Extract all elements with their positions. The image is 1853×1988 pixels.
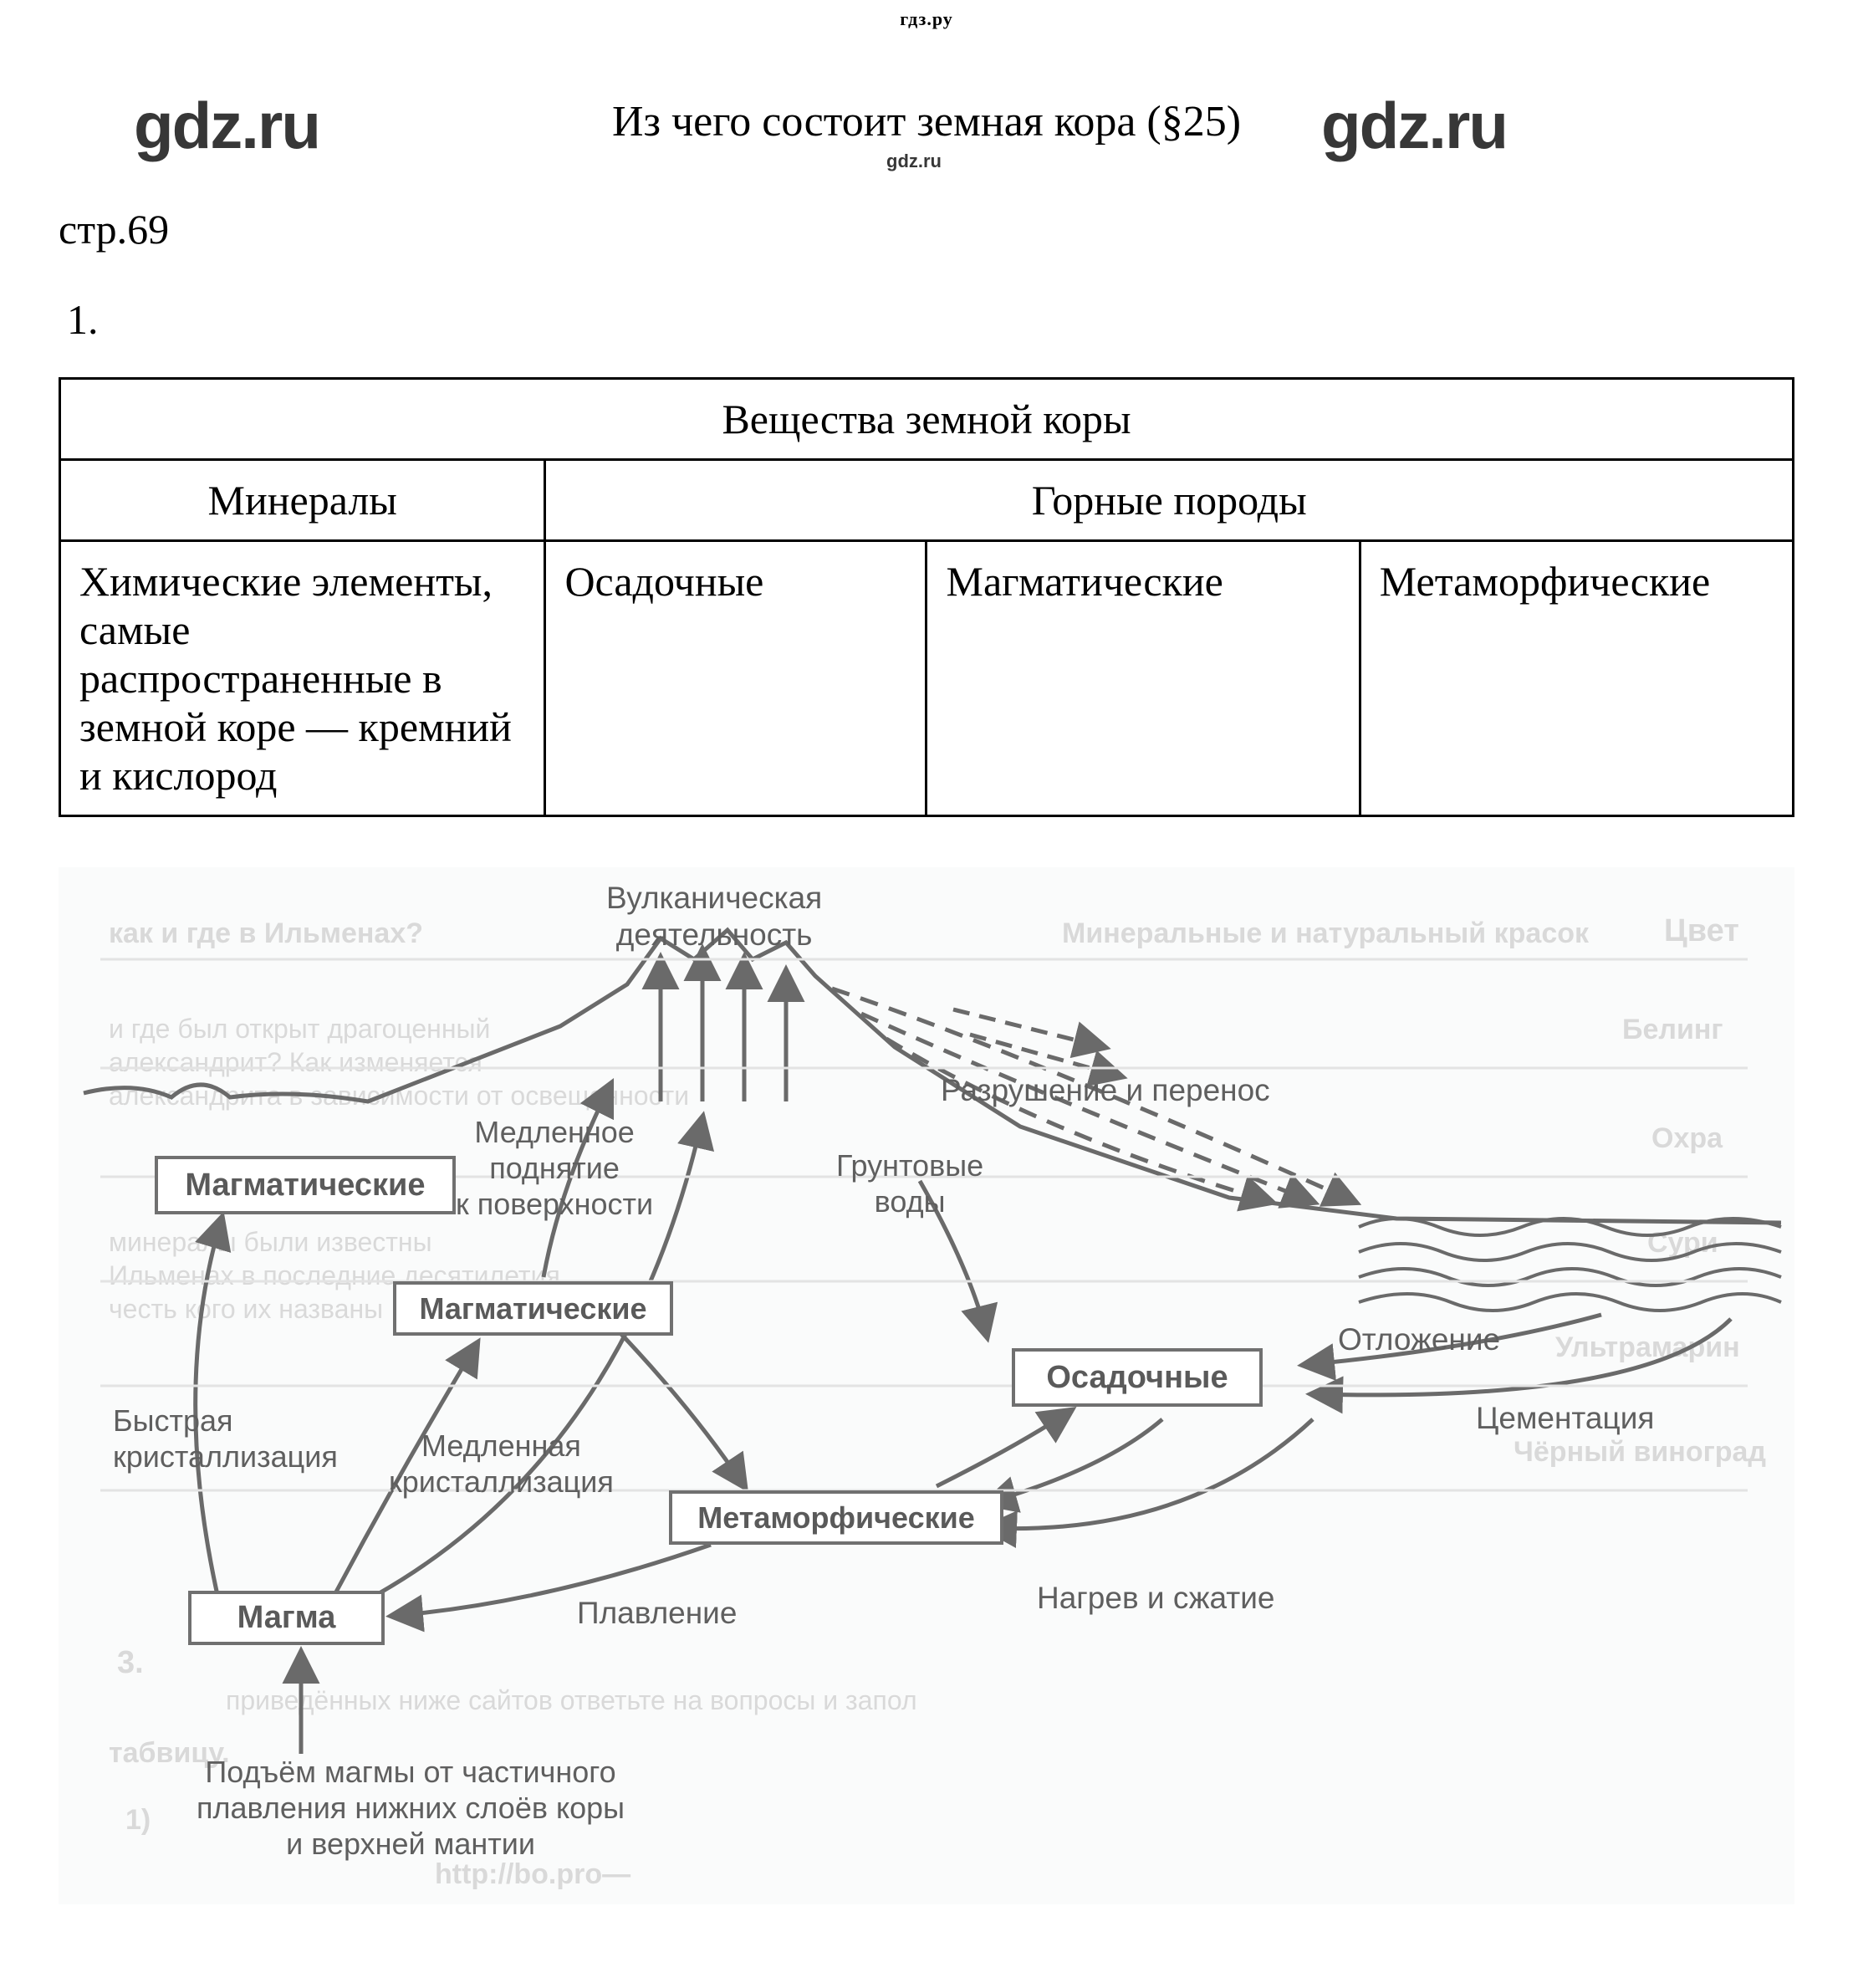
label-magma-rise: Подъём магмы от частичного плавления ниж… (197, 1754, 625, 1863)
label-destruction: Разрушение и перенос (941, 1072, 1270, 1109)
page-reference: стр.69 (59, 205, 1853, 253)
cell-metamorphic: Метаморфические (1360, 541, 1793, 816)
page-title: Из чего состоит земная кора (§25) (0, 97, 1853, 146)
top-site-label: гдз.ру (0, 0, 1853, 30)
substances-table: Вещества земной коры Минералы Горные пор… (59, 377, 1794, 817)
label-slow-cryst: Медленная кристаллизация (389, 1428, 614, 1500)
label-deposition: Отложение (1338, 1321, 1500, 1358)
label-heat: Нагрев и сжатие (1037, 1580, 1274, 1617)
box-magmatic-1: Магматические (155, 1156, 456, 1214)
label-groundwater: Грунтовые воды (836, 1147, 983, 1219)
label-volcanic: Вулканическая деятельность (606, 880, 822, 954)
table-title: Вещества земной коры (60, 379, 1794, 460)
col-rocks: Горные породы (545, 460, 1794, 541)
label-cementation: Цементация (1476, 1400, 1654, 1437)
label-fast-cryst: Быстрая кристаллизация (113, 1403, 338, 1474)
label-slow-rise: Медленное поднятие к поверхности (456, 1114, 653, 1223)
label-melting: Плавление (577, 1595, 737, 1632)
box-sedimentary: Осадочные (1012, 1348, 1263, 1407)
box-magmatic-2: Магматические (393, 1281, 673, 1336)
box-magma: Магма (188, 1591, 385, 1645)
box-metamorphic: Метаморфические (669, 1490, 1003, 1545)
col-minerals: Минералы (60, 460, 545, 541)
watermark: gdz.ru (886, 151, 942, 172)
cell-sedimentary: Осадочные (545, 541, 926, 816)
diagram-svg (59, 867, 1794, 1904)
cell-magmatic: Магматические (926, 541, 1360, 816)
rock-cycle-diagram: как и где в Ильменах? Минеральные и нату… (59, 867, 1794, 1904)
list-number: 1. (67, 295, 1853, 344)
cell-minerals-text: Химические элементы, самые распространен… (60, 541, 545, 816)
